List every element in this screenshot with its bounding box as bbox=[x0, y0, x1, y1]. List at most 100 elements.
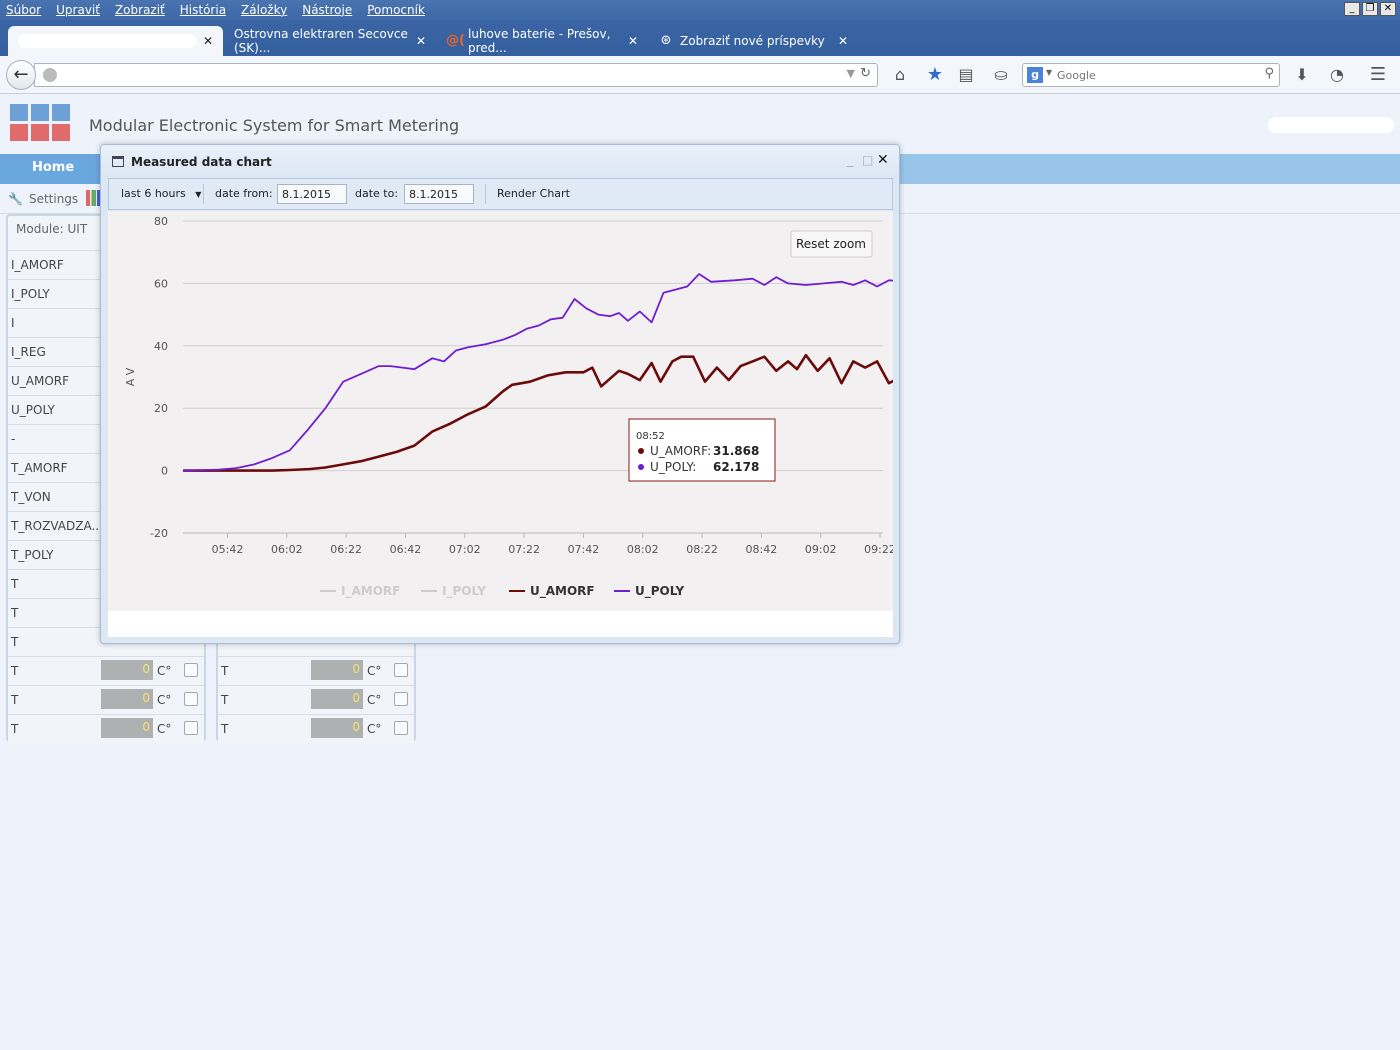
module-row-label: I_REG bbox=[11, 345, 46, 359]
legend-item[interactable]: I_AMORF bbox=[341, 584, 400, 599]
legend-item[interactable]: U_AMORF bbox=[530, 584, 595, 599]
tab-secovce[interactable]: Ostrovna elektraren Secovce (SK)... ✕ bbox=[224, 26, 436, 56]
module-row-label: - bbox=[11, 432, 16, 446]
minimize-window-button[interactable]: _ bbox=[1344, 2, 1360, 16]
close-tab-icon[interactable]: ✕ bbox=[202, 34, 213, 48]
range-select-value: last 6 hours bbox=[121, 187, 186, 200]
menu-file[interactable]: Súbor bbox=[6, 3, 42, 17]
chart-icon[interactable] bbox=[86, 190, 100, 206]
menu-history[interactable]: História bbox=[179, 3, 227, 17]
logo-block bbox=[10, 124, 28, 141]
module-value-row: T 0 C° bbox=[8, 714, 204, 743]
nav-home[interactable]: Home bbox=[0, 154, 100, 184]
legend-item[interactable]: U_POLY bbox=[635, 584, 685, 599]
search-icon[interactable]: ⚲ bbox=[1264, 66, 1274, 81]
module-row-value: 0 bbox=[311, 660, 363, 680]
close-tab-icon[interactable]: ✕ bbox=[837, 34, 848, 48]
minimize-icon[interactable]: _ bbox=[847, 153, 853, 167]
module-row-label: T bbox=[221, 722, 229, 736]
window-controls: _ ❐ ✕ bbox=[1344, 2, 1396, 16]
tab-forum[interactable]: ⊛ Zobraziť nové príspevky ✕ bbox=[648, 26, 858, 56]
module-row-checkbox[interactable] bbox=[184, 663, 198, 677]
close-tab-icon[interactable]: ✕ bbox=[627, 34, 638, 48]
x-tick-label: 09:22 bbox=[864, 543, 893, 556]
settings-label: Settings bbox=[28, 192, 79, 206]
dialog-footer bbox=[108, 611, 893, 637]
module-row-checkbox[interactable] bbox=[394, 663, 408, 677]
module-row-label: I_AMORF bbox=[11, 258, 64, 272]
module-row-checkbox[interactable] bbox=[184, 692, 198, 706]
module-row-checkbox[interactable] bbox=[394, 692, 408, 706]
url-bar[interactable]: ▼ ↻ bbox=[34, 63, 878, 87]
menu-tools[interactable]: Nástroje bbox=[302, 3, 353, 17]
module-row-checkbox[interactable] bbox=[394, 721, 408, 735]
download-icon[interactable]: ⬇ bbox=[1295, 65, 1309, 84]
menu-bookmarks[interactable]: Záložky bbox=[241, 3, 288, 17]
module-row-unit: C° bbox=[157, 693, 172, 707]
tab-label: Zobraziť nové príspevky bbox=[680, 34, 825, 48]
logo-block bbox=[31, 124, 49, 141]
range-select[interactable]: last 6 hours ▼ bbox=[121, 179, 201, 209]
logo-block bbox=[52, 104, 70, 121]
tab-label: luhove baterie - Prešov, pred... bbox=[468, 27, 611, 55]
dialog-header[interactable]: Measured data chart _ □ ✕ bbox=[101, 145, 899, 179]
tab-active[interactable]: ✕ bbox=[8, 26, 223, 56]
module-row-label: U_AMORF bbox=[11, 374, 70, 388]
y-tick-label: -20 bbox=[150, 527, 168, 540]
date-to-input[interactable] bbox=[404, 184, 474, 204]
module-header: Module: UIT bbox=[16, 222, 88, 236]
hamburger-menu-icon[interactable]: ☰ bbox=[1369, 64, 1387, 85]
x-tick-label: 06:22 bbox=[330, 543, 362, 556]
menu-edit[interactable]: Upraviť bbox=[56, 3, 100, 17]
reset-zoom-label[interactable]: Reset zoom bbox=[796, 237, 866, 251]
x-tick-label: 06:42 bbox=[390, 543, 422, 556]
series-line-u-amorf bbox=[183, 279, 1162, 472]
reset-zoom-button[interactable] bbox=[790, 230, 873, 258]
chart-area[interactable]: 80 60 40 20 0 -20 05:42 06:02 06:22 06:42 07:02 07:… bbox=[108, 211, 1163, 611]
menu-view[interactable]: Zobraziť bbox=[114, 3, 165, 17]
module-row-value: 0 bbox=[101, 689, 153, 709]
legend-item[interactable]: I_POLY bbox=[442, 584, 486, 599]
tooltip-value: 62.178 bbox=[713, 460, 759, 474]
module-row-unit: C° bbox=[157, 664, 172, 678]
x-tick-label: 08:02 bbox=[627, 543, 659, 556]
tooltip-box bbox=[628, 418, 776, 482]
reload-icon[interactable]: ↻ bbox=[860, 66, 871, 81]
render-chart-button[interactable]: Render Chart bbox=[497, 187, 570, 200]
tab-luhove-baterie[interactable]: @( luhove baterie - Prešov, pred... ✕ bbox=[436, 26, 648, 56]
line-chart[interactable]: 80 60 40 20 0 -20 05:42 06:02 06:22 06:42 07:02 07:… bbox=[108, 211, 1163, 611]
reading-list-icon[interactable]: ▤ bbox=[958, 65, 974, 84]
search-engine-dropdown-icon[interactable]: ▼ bbox=[1046, 68, 1053, 77]
bookmark-star-icon[interactable]: ★ bbox=[926, 64, 944, 85]
series-line-u-poly bbox=[182, 263, 1163, 472]
globe-icon bbox=[43, 68, 57, 82]
date-from-input[interactable] bbox=[277, 184, 347, 204]
close-icon[interactable]: ✕ bbox=[877, 152, 889, 168]
menu-help[interactable]: Pomocník bbox=[367, 3, 425, 17]
search-bar[interactable]: g ▼ ⚲ bbox=[1022, 63, 1280, 87]
chart-toolbar: last 6 hours ▼ date from: date to: Rende… bbox=[108, 178, 893, 210]
home-icon[interactable]: ⌂ bbox=[894, 65, 906, 84]
module-row-value: 0 bbox=[311, 689, 363, 709]
tab-title-redacted bbox=[18, 34, 196, 48]
chart-dialog[interactable]: Measured data chart _ □ ✕ last 6 hours ▼… bbox=[100, 144, 1163, 644]
close-window-button[interactable]: ✕ bbox=[1380, 2, 1396, 16]
tab-label: Ostrovna elektraren Secovce (SK)... bbox=[234, 27, 408, 55]
x-tick-label: 07:02 bbox=[449, 543, 481, 556]
back-button[interactable]: ← bbox=[6, 60, 36, 90]
sync-icon[interactable]: ⛀ bbox=[994, 65, 1008, 84]
history-icon[interactable]: ◔ bbox=[1330, 65, 1344, 84]
module-row-checkbox[interactable] bbox=[184, 721, 198, 735]
search-input[interactable] bbox=[1057, 67, 1247, 83]
close-tab-icon[interactable]: ✕ bbox=[415, 34, 426, 48]
module-value-row: T 0 C° bbox=[218, 656, 414, 685]
x-tick-label: 07:42 bbox=[568, 543, 600, 556]
restore-window-button[interactable]: ❐ bbox=[1362, 2, 1378, 16]
module-row-unit: C° bbox=[367, 693, 382, 707]
window-icon bbox=[112, 156, 124, 167]
module-row-label: T_VON bbox=[11, 490, 51, 504]
settings-link[interactable]: 🔧 Settings bbox=[8, 192, 78, 206]
maximize-icon[interactable]: □ bbox=[862, 153, 874, 167]
module-row-label: I_POLY bbox=[11, 287, 50, 301]
url-history-dropdown-icon[interactable]: ▼ bbox=[846, 67, 855, 80]
